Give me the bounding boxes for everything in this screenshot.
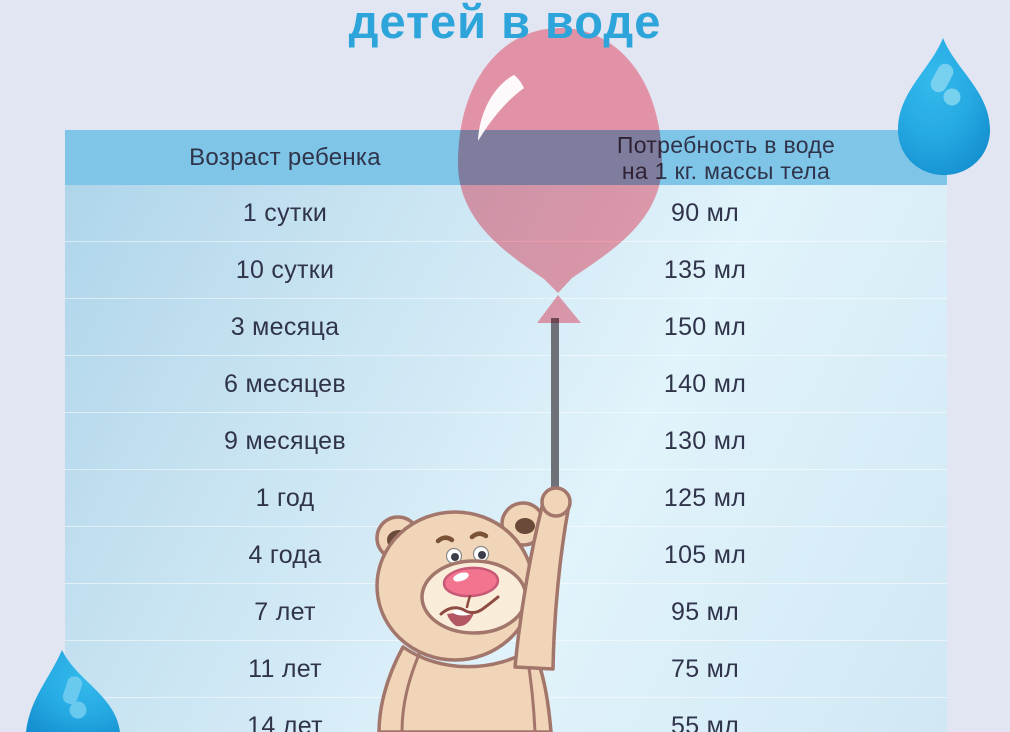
page-title: детей в воде [348,0,662,48]
value-cell: 125 мл [663,483,747,512]
value-cell: 140 мл [663,369,747,398]
drop-shine-dot [943,88,961,106]
table-rows: 1 сутки 90 мл 10 сутки 135 мл 3 месяца 1… [65,185,947,732]
value-cell: 150 мл [663,312,747,341]
column-header-age: Возраст ребенка [189,143,381,171]
value-cell: 135 мл [663,255,747,284]
age-cell: 10 сутки [235,255,335,284]
age-cell: 1 год [255,483,315,512]
age-cell: 3 месяца [230,312,340,341]
value-cell: 55 мл [670,711,740,732]
age-cell: 11 лет [248,654,322,683]
table-row: 9 месяцев 130 мл [65,412,947,469]
table-row: 6 месяцев 140 мл [65,355,947,412]
water-drop-icon [26,650,120,732]
table-row: 1 сутки 90 мл [65,185,947,241]
value-cell: 130 мл [663,426,747,455]
age-cell: 1 сутки [242,198,328,227]
water-drop-icon [898,38,990,175]
value-cell: 95 мл [670,597,740,626]
balloon-string [551,318,559,512]
value-cell: 105 мл [663,540,747,569]
drop-shine-dot [69,701,87,719]
table-row: 3 месяца 150 мл [65,298,947,355]
value-cell: 75 мл [670,654,740,683]
table-row: 1 год 125 мл [65,469,947,526]
balloon-shine [478,75,524,141]
teddy-bear-icon [375,486,572,732]
age-cell: 7 лет [254,597,316,626]
bear-body [377,645,553,732]
drop-shine-mark [62,676,83,704]
age-cell: 14 лет [247,711,323,732]
drop-shine-mark [930,63,954,93]
age-cell: 9 месяцев [224,426,346,455]
balloon-knot [537,295,581,323]
value-cell: 90 мл [670,198,740,227]
age-cell: 4 года [248,540,322,569]
age-cell: 6 месяцев [224,369,346,398]
bear-paw [540,486,572,518]
